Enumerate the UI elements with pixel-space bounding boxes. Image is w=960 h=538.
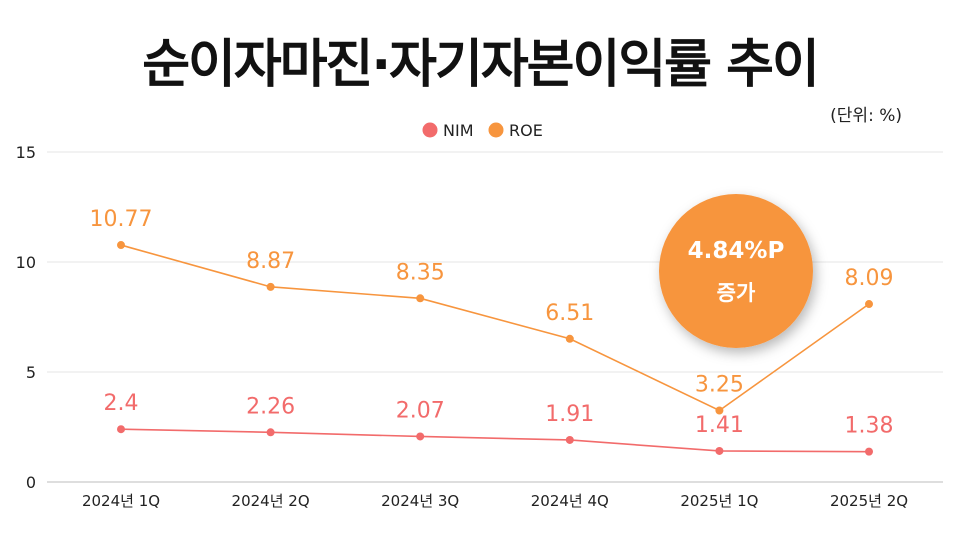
legend-marker	[422, 122, 438, 138]
gridlines	[47, 151, 943, 483]
data-point-roe	[715, 406, 724, 415]
series-group	[117, 241, 873, 456]
data-point-nim	[416, 432, 425, 441]
unit-note: (단위: %)	[830, 106, 902, 126]
x-tick-label: 2025년 1Q	[680, 492, 758, 510]
chart-title: 순이자마진·자기자본이익률 추이	[142, 35, 820, 95]
legend-marker	[488, 122, 504, 138]
legend: NIM ROE	[422, 121, 543, 140]
data-point-nim	[266, 428, 275, 437]
data-point-nim	[565, 435, 574, 444]
series-line-roe	[120, 244, 870, 412]
x-axis-ticks: 2024년 1Q 2024년 2Q 2024년 3Q 2024년 4Q 2025년 1Q…	[82, 492, 908, 510]
y-tick-label: 10	[16, 253, 36, 272]
data-label-roe: 3.25	[695, 373, 744, 398]
data-point-roe	[565, 334, 574, 343]
data-label-nim: 2.07	[396, 398, 445, 423]
x-tick-label: 2024년 4Q	[531, 492, 609, 510]
x-tick-label: 2024년 3Q	[381, 492, 459, 510]
data-point-nim	[117, 425, 125, 434]
data-label-nim: 1.41	[695, 413, 744, 438]
data-point-roe	[266, 282, 275, 291]
data-labels: 2.4 2.26 2.07 1.91 1.41 1.38 10.77 8.87 8.35 6.51…	[90, 207, 894, 439]
x-tick-label: 2025년 2Q	[830, 492, 908, 510]
increase-annotation-bubble: 4.84%P 증가	[659, 194, 813, 348]
y-tick-label: 0	[26, 473, 36, 492]
data-label-roe: 10.77	[90, 207, 153, 232]
data-label-nim: 2.26	[246, 394, 295, 419]
data-label-roe: 6.51	[545, 301, 594, 326]
annotation-circle	[659, 194, 813, 348]
data-point-roe	[416, 294, 425, 303]
legend-label: ROE	[509, 121, 543, 140]
data-point-nim	[865, 447, 873, 456]
data-point-nim	[715, 446, 724, 455]
data-label-roe: 8.09	[845, 266, 894, 291]
y-axis-ticks: 0 5 10 15	[16, 143, 36, 492]
data-label-roe: 8.87	[246, 249, 295, 274]
series-line-nim	[120, 428, 870, 453]
data-label-nim: 1.91	[545, 402, 594, 427]
annotation-text: 증가	[717, 281, 756, 305]
data-label-roe: 8.35	[396, 260, 445, 285]
data-label-nim: 2.4	[104, 391, 139, 416]
annotation-value: 4.84%P	[688, 238, 785, 264]
x-tick-label: 2024년 1Q	[82, 492, 160, 510]
y-tick-label: 15	[16, 143, 36, 162]
data-label-nim: 1.38	[845, 414, 894, 439]
y-tick-label: 5	[26, 363, 36, 382]
data-point-roe	[865, 300, 873, 309]
x-tick-label: 2024년 2Q	[232, 492, 310, 510]
legend-label: NIM	[443, 121, 474, 140]
data-point-roe	[117, 241, 125, 250]
